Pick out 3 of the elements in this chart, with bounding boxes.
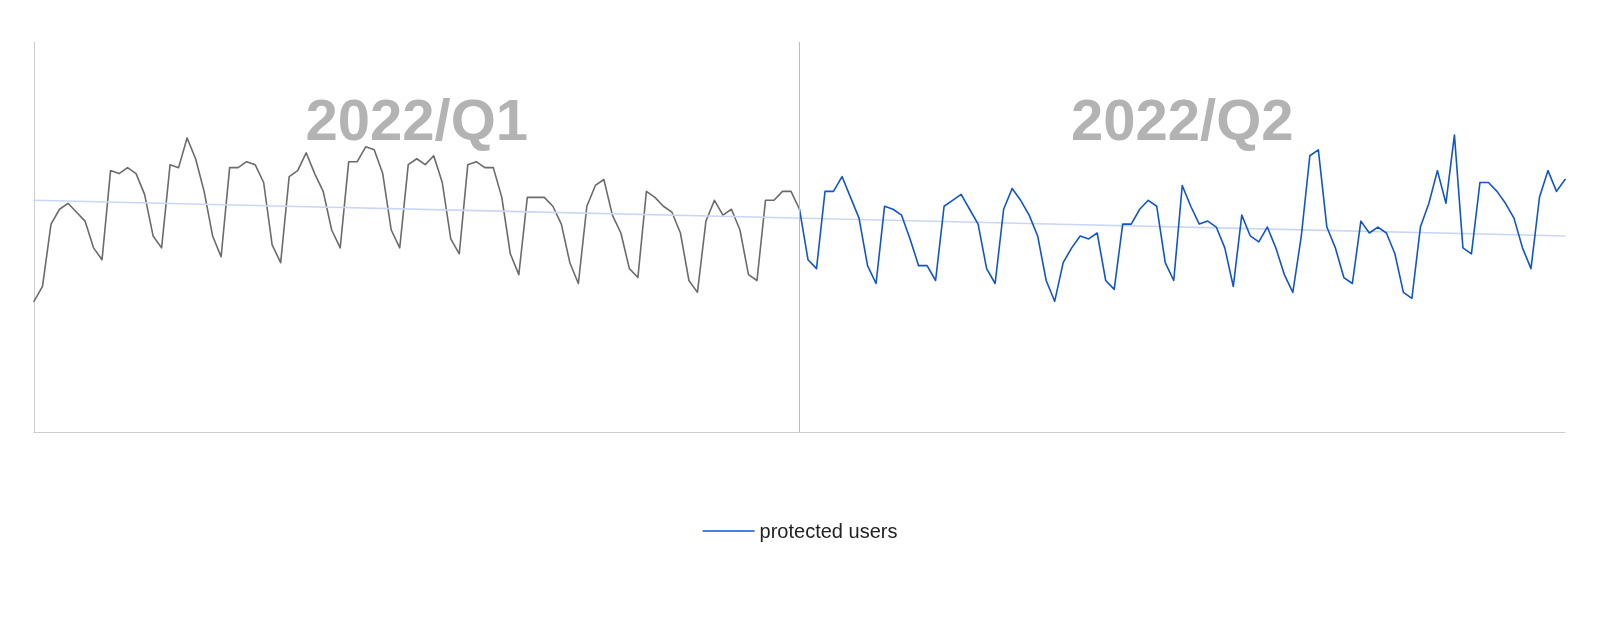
annotation: 2022/Q1 — [305, 86, 529, 152]
legend-label: protected users — [759, 520, 898, 542]
annotation: 2022/Q2 — [1070, 86, 1294, 152]
